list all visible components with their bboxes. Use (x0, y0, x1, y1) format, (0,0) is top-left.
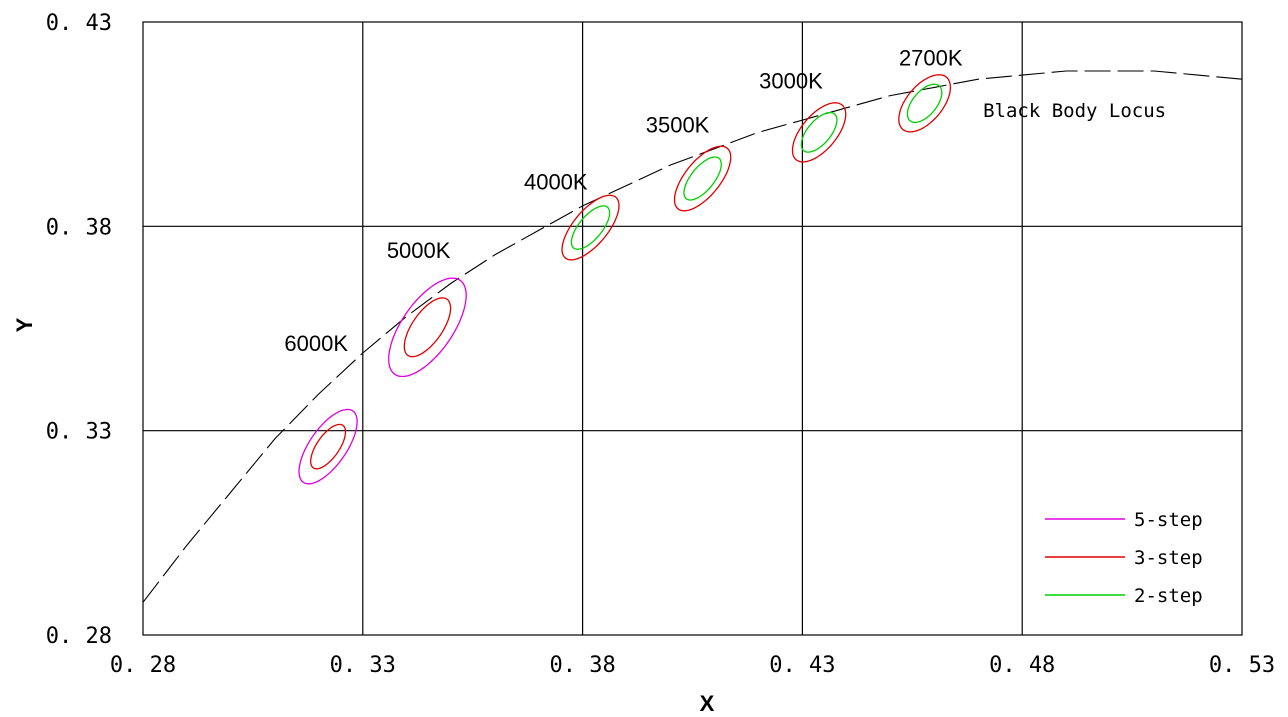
plot-frame (142, 21, 1243, 636)
x-tick-label: 0. 43 (769, 653, 835, 678)
legend-label-3-step: 3-step (1134, 547, 1203, 569)
legend-label-2-step: 2-step (1134, 585, 1203, 607)
black-body-locus-line (142, 70, 1243, 603)
x-tick-label: 0. 38 (549, 653, 615, 678)
cct-label-4000K: 4000K (524, 170, 588, 195)
cct-label-6000K: 6000K (284, 331, 348, 356)
ellipse-3-step-3000K (791, 102, 847, 163)
ellipse-2-step-2700K (906, 83, 943, 124)
y-tick-label: 0. 33 (46, 420, 112, 445)
ellipse-3-step-6000K (310, 423, 347, 470)
x-tick-label: 0. 53 (1209, 653, 1275, 678)
y-tick-label: 0. 43 (46, 11, 112, 36)
ellipse-layer (298, 74, 952, 485)
annotation-layer: 6000K 5000K 4000K 3500K 3000K 2700K Black Body… (284, 46, 1166, 356)
x-axis-title: X (700, 691, 715, 716)
cct-label-5000K: 5000K (387, 238, 451, 263)
ellipse-3-step-5000K (403, 297, 452, 358)
ellipse-2-step-3000K (800, 111, 838, 153)
y-axis-title: Y (12, 317, 37, 332)
cct-label-3000K: 3000K (759, 69, 823, 94)
ellipse-5-step-6000K (298, 408, 358, 485)
cct-label-3500K: 3500K (646, 113, 710, 138)
x-tick-label: 0. 28 (110, 653, 176, 678)
y-tick-label: 0. 38 (46, 215, 112, 240)
ellipse-2-step-4000K (570, 205, 611, 250)
ellipse-3-step-3500K (673, 145, 732, 212)
tick-labels: 0. 28 0. 33 0. 38 0. 43 0. 48 0. 53 0. 28 0. 33… (46, 11, 1275, 678)
ellipse-2-step-3500K (683, 156, 722, 201)
y-tick-label: 0. 28 (46, 624, 112, 649)
grid (142, 21, 1243, 636)
legend: 5-step 3-step 2-step (1045, 509, 1203, 607)
ellipse-3-step-4000K (561, 194, 620, 261)
x-tick-label: 0. 48 (989, 653, 1055, 678)
black-body-locus-layer (142, 70, 1243, 603)
cct-label-2700K: 2700K (899, 46, 963, 71)
legend-label-5-step: 5-step (1134, 509, 1203, 531)
x-tick-label: 0. 33 (330, 653, 396, 678)
black-body-locus-label: Black Body Locus (983, 100, 1166, 122)
ellipse-3-step-2700K (898, 74, 952, 133)
ellipse-5-step-5000K (388, 277, 467, 378)
